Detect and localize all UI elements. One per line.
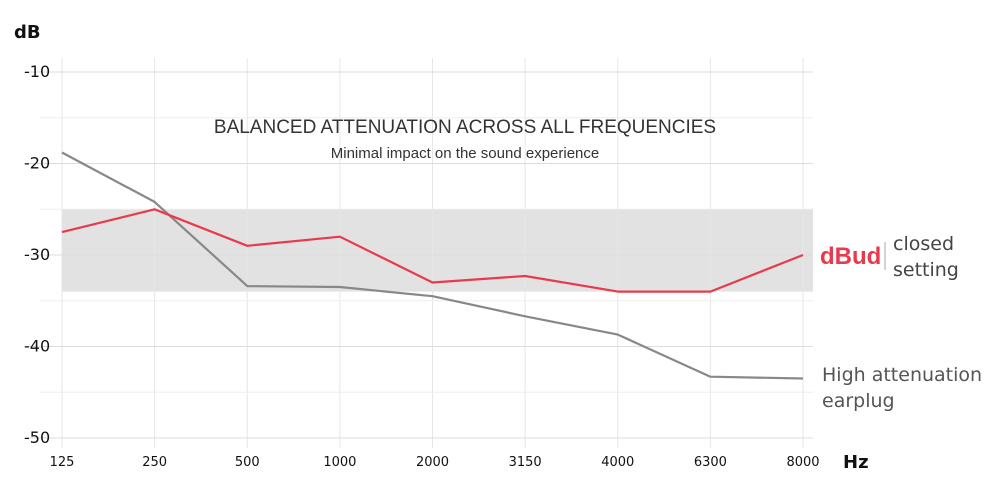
y-tick-label: -30 xyxy=(24,245,50,264)
x-tick-label: 2000 xyxy=(416,455,449,470)
legend-dbud-line-1: closed xyxy=(893,233,954,255)
x-tick-label: 125 xyxy=(50,455,75,470)
chart-subtitle: Minimal impact on the sound experience xyxy=(331,145,599,162)
legend-earplug-line-1: High attenuation xyxy=(822,364,982,386)
x-tick-label: 6300 xyxy=(694,455,727,470)
y-tick-label: -20 xyxy=(24,154,50,173)
y-tick-label: -50 xyxy=(24,428,50,447)
y-tick-label: -40 xyxy=(24,337,50,356)
y-axis-unit: dB xyxy=(14,22,41,43)
x-axis-unit: Hz xyxy=(843,452,869,473)
y-tick-label: -10 xyxy=(24,62,50,81)
chart-title: BALANCED ATTENUATION ACROSS ALL FREQUENC… xyxy=(214,117,716,138)
x-tick-label: 3150 xyxy=(509,455,542,470)
series-line-dbud xyxy=(61,208,804,293)
series-line-earplug xyxy=(61,151,804,380)
legend-earplug: High attenuation earplug xyxy=(822,364,982,412)
brand-logo: dBud xyxy=(820,243,881,270)
x-tick-label: 250 xyxy=(142,455,167,470)
legend-earplug-line-2: earplug xyxy=(822,390,895,412)
attenuation-band xyxy=(62,209,813,292)
x-tick-label: 4000 xyxy=(601,455,634,470)
legend-dbud: dBud closed setting xyxy=(820,233,959,281)
x-tick-label: 1000 xyxy=(323,455,356,470)
x-tick-label: 8000 xyxy=(786,455,819,470)
x-tick-label: 500 xyxy=(235,455,260,470)
legend-dbud-line-2: setting xyxy=(893,259,959,281)
